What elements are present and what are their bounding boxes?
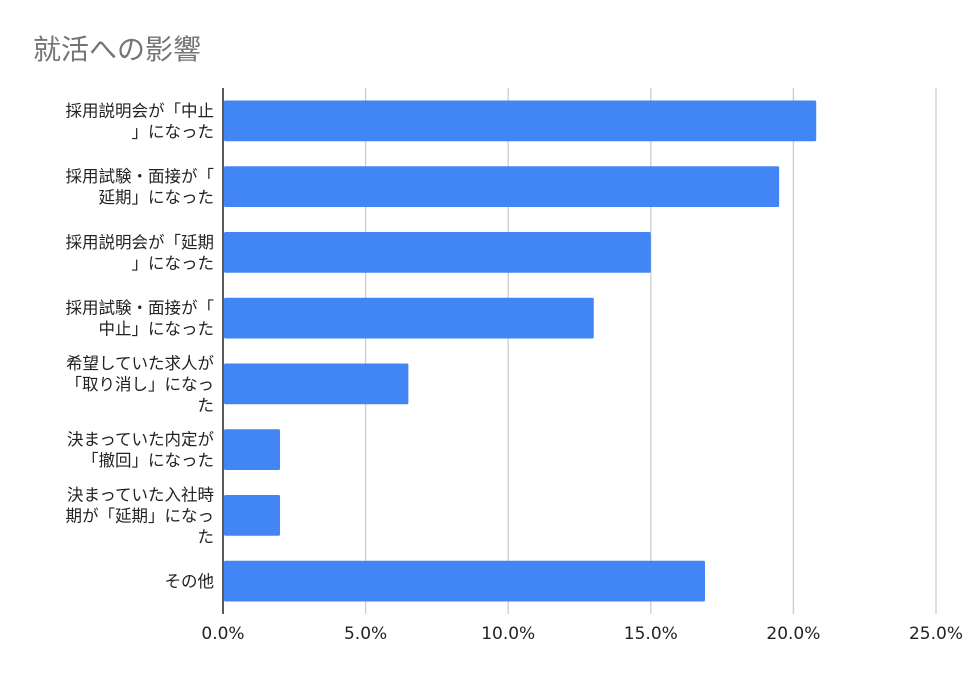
x-tick-label-4: 20.0% [766,624,820,644]
category-label-1-line-0: 採用試験・面接が「 [66,167,215,186]
bar-6 [224,494,281,536]
bar-4 [224,363,409,405]
bar-3 [224,297,594,339]
bar-0 [224,100,817,142]
bar-2 [224,231,651,273]
category-label-2-line-1: 」になった [132,254,215,273]
x-tick-label-0: 0.0% [201,624,244,644]
category-label-6-line-1: 期が「延期」になっ [66,506,215,525]
x-tick-label-5: 25.0% [909,624,963,644]
category-label-4-line-1: 「取り消し」になっ [66,375,215,394]
bar-5 [224,429,281,471]
bars [224,100,817,602]
chart-title: 就活への影響 [33,33,202,66]
x-tick-label-1: 5.0% [344,624,387,644]
x-tick-label-2: 10.0% [481,624,535,644]
category-label-0-line-0: 採用説明会が「中止 [66,101,215,120]
category-label-5-line-0: 決まっていた内定が [67,430,215,449]
category-label-6-line-2: た [198,527,215,546]
x-tick-labels: 0.0% 5.0% 10.0% 15.0% 20.0% 25.0% [201,624,963,644]
category-label-4-line-2: た [198,396,215,415]
category-label-1-line-1: 延期」になった [99,188,215,207]
x-tick-label-3: 15.0% [624,624,678,644]
category-label-3-line-1: 中止」になった [99,320,215,339]
bar-1 [224,166,780,208]
category-label-6-line-0: 決まっていた入社時 [67,485,214,504]
category-label-5-line-1: 「撤回」になった [82,451,214,470]
category-label-2-line-0: 採用説明会が「延期 [66,233,215,252]
category-label-4-line-0: 希望していた求人が [66,354,215,373]
category-label-3-line-0: 採用試験・面接が「 [66,299,215,318]
category-labels: 採用説明会が「中止」になった採用試験・面接が「延期」になった採用説明会が「延期」… [66,101,215,591]
category-label-0-line-1: 」になった [132,122,215,141]
bar-7 [224,560,705,602]
category-label-7-line-0: その他 [165,572,215,591]
